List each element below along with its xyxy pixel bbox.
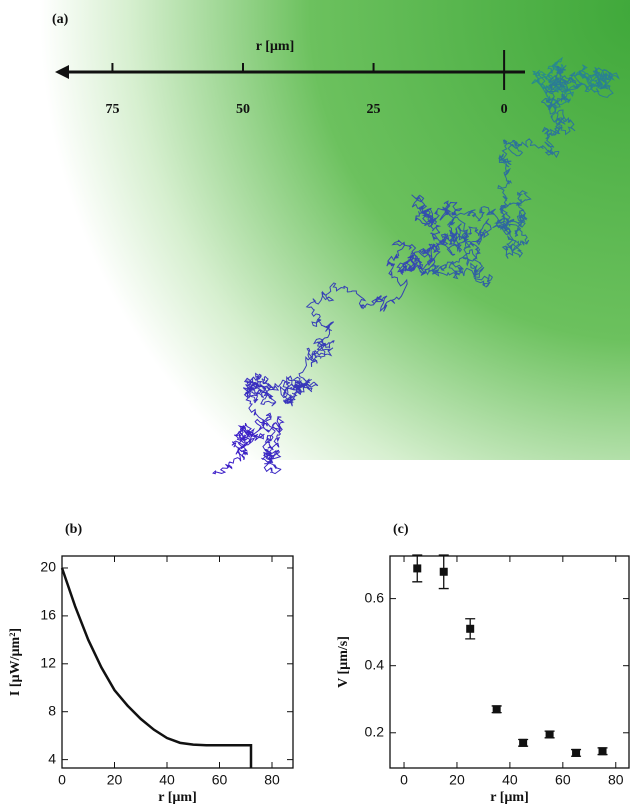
x-tick-label: 0 — [501, 102, 508, 117]
y-tick-label: 12 — [40, 654, 56, 670]
trajectory-segment — [383, 248, 408, 312]
trajectory-segment — [516, 190, 532, 228]
x-tick-label: 80 — [608, 772, 624, 788]
data-point — [572, 748, 581, 757]
trajectory — [212, 56, 620, 475]
x-tick-label: 60 — [212, 772, 228, 788]
trajectory-segment — [500, 219, 530, 252]
trajectory-segment — [580, 66, 614, 98]
data-point — [466, 624, 475, 633]
trajectory-segment — [424, 212, 450, 248]
trajectory-segment — [507, 138, 560, 159]
trajectory-segment — [418, 265, 477, 277]
panel-label: (c) — [393, 522, 409, 537]
trajectory-segment — [243, 372, 265, 399]
trajectory-segment — [486, 208, 515, 236]
trajectory-segment — [212, 425, 245, 475]
trajectory-segment — [548, 65, 570, 88]
trajectory-segment — [573, 64, 605, 88]
trajectory-segment — [261, 449, 282, 475]
y-tick-label: 0.6 — [365, 589, 385, 605]
x-tick-label: 80 — [264, 772, 280, 788]
x-tick-label: 40 — [502, 772, 518, 788]
y-tick-label: 20 — [40, 559, 56, 575]
x-axis-label: r [µm] — [490, 790, 529, 805]
y-tick-label: 8 — [48, 702, 56, 718]
data-point — [545, 730, 554, 739]
trajectory-segment — [541, 94, 571, 118]
trajectory-segment — [499, 203, 515, 234]
plot-frame — [389, 555, 630, 769]
data-point — [598, 747, 607, 756]
x-axis-label: r [µm] — [158, 790, 197, 805]
intensity-line — [60, 567, 253, 768]
trajectory-segment — [497, 163, 524, 207]
panel-label: (b) — [65, 522, 82, 537]
y-tick-label: 4 — [48, 750, 56, 766]
trajectory-segment — [279, 375, 294, 405]
trajectory-segment — [411, 194, 434, 228]
trajectory-segment — [242, 373, 262, 399]
y-tick-label: 0.4 — [365, 656, 385, 672]
y-tick-label: 16 — [40, 607, 56, 623]
data-point — [519, 738, 528, 747]
x-tick-label: 0 — [58, 772, 66, 788]
data-point — [439, 567, 448, 576]
x-tick-label: 20 — [449, 772, 465, 788]
x-tick-label: 20 — [107, 772, 123, 788]
trajectory-segment — [249, 382, 277, 407]
data-point — [492, 705, 501, 714]
light-gradient — [0, 0, 630, 460]
panel-label: (a) — [52, 12, 69, 27]
x-tick-label: 60 — [555, 772, 571, 788]
trajectory-segment — [540, 76, 574, 115]
trajectory-segment — [343, 285, 388, 313]
trajectory-segment — [305, 282, 345, 327]
trajectory-segment — [541, 122, 564, 156]
x-tick-label: 0 — [400, 772, 408, 788]
trajectory-segment — [431, 201, 463, 224]
data-point — [413, 564, 422, 573]
trajectory-segment — [429, 252, 470, 280]
x-tick-label: 50 — [236, 102, 250, 117]
trajectory-segment — [231, 425, 255, 460]
trajectory-segment — [578, 70, 620, 90]
y-tick-label: 0.2 — [365, 723, 385, 739]
trajectory-segment — [498, 139, 522, 166]
trajectory-segment — [264, 416, 285, 458]
trajectory-segment — [501, 227, 524, 259]
trajectory-segment — [454, 218, 492, 245]
y-axis-label: V [µm/s] — [336, 636, 351, 688]
plot-frame — [61, 555, 294, 769]
trajectory-segment — [447, 206, 494, 226]
axis-arrow — [55, 65, 69, 79]
axis-label: r [µm] — [256, 39, 295, 54]
x-tick-label: 75 — [105, 102, 119, 117]
y-axis-label: I [µW/µm²] — [8, 628, 23, 696]
trajectory-segment — [391, 239, 423, 272]
trajectory-segment — [550, 109, 576, 136]
x-tick-label: 25 — [367, 102, 381, 117]
trajectory-segment — [418, 243, 441, 266]
x-tick-label: 40 — [159, 772, 175, 788]
